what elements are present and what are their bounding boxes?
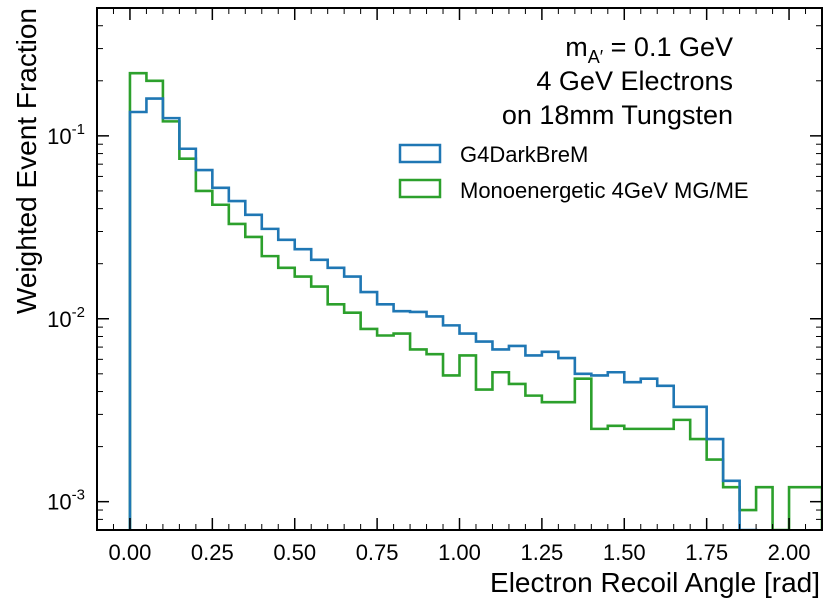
annotation-line-2: 4 GeV Electrons <box>536 66 733 96</box>
legend: G4DarkBreM Monoenergetic 4GeV MG/ME <box>398 142 749 203</box>
x-tick-label: 0.25 <box>191 540 234 565</box>
plot-area <box>128 71 822 530</box>
legend-label-monoenergetic: Monoenergetic 4GeV MG/ME <box>460 178 749 203</box>
series-g4darkbrem-line <box>128 97 758 530</box>
annotation-line-3: on 18mm Tungsten <box>502 100 733 130</box>
y-tick-label: 10-3 <box>47 487 85 515</box>
series-monoenergetic-line <box>128 71 822 530</box>
plot-frame <box>96 7 823 531</box>
x-tick-label: 0.50 <box>273 540 316 565</box>
x-tick-label: 1.00 <box>438 540 481 565</box>
annotation-line-1: mA′ = 0.1 GeV <box>565 32 733 67</box>
legend-swatch-monoenergetic <box>398 178 442 199</box>
annotation-block: mA′ = 0.1 GeV 4 GeV Electrons on 18mm Tu… <box>502 32 733 130</box>
x-tick-label: 1.50 <box>603 540 646 565</box>
x-tick-label: 2.00 <box>768 540 811 565</box>
y-tick-label: 10-1 <box>47 121 85 149</box>
x-tick-label: 1.25 <box>520 540 563 565</box>
x-tick-label: 0.75 <box>356 540 399 565</box>
x-tick-label: 0.00 <box>109 540 152 565</box>
y-tick-label: 10-2 <box>47 304 85 332</box>
x-axis-label: Electron Recoil Angle [rad] <box>490 567 820 598</box>
y-axis-label: Weighted Event Fraction <box>11 8 42 314</box>
legend-swatch-g4darkbrem <box>398 143 442 164</box>
x-tick-label: 1.75 <box>685 540 728 565</box>
legend-label-g4darkbrem: G4DarkBreM <box>460 142 588 167</box>
